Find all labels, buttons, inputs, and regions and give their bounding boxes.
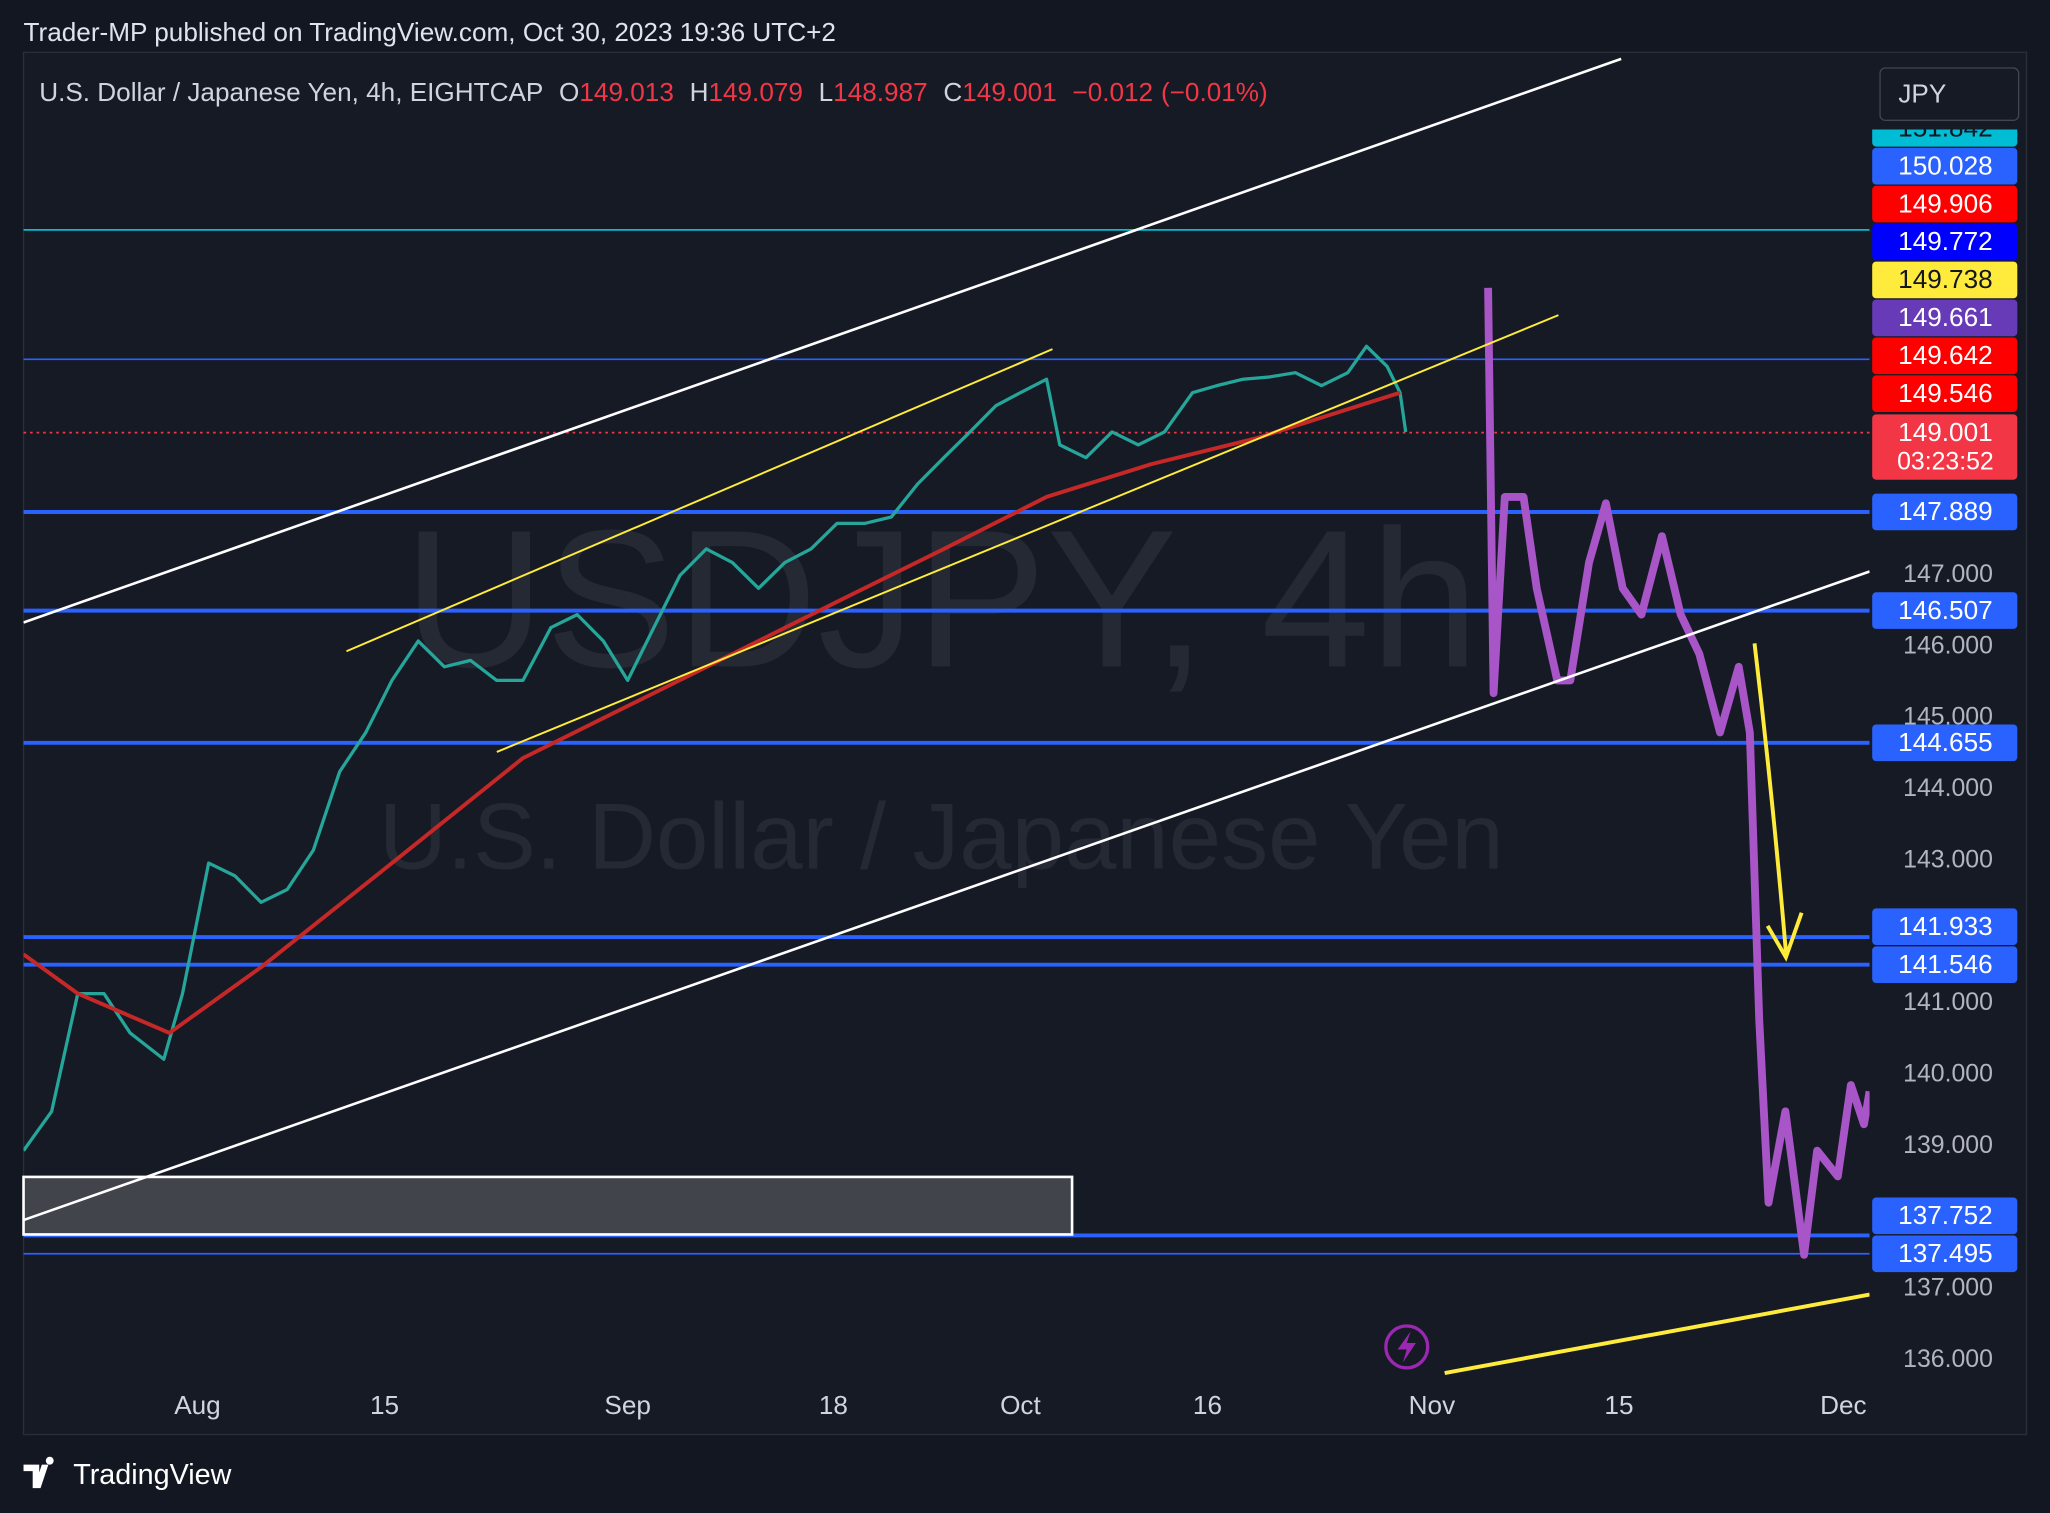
x-tick-label: Dec xyxy=(1820,1390,1866,1420)
legend-symbol: U.S. Dollar / Japanese Yen, 4h, EIGHTCAP xyxy=(39,77,543,107)
rising-channel-lower xyxy=(496,314,1559,753)
x-tick-label: Oct xyxy=(1000,1390,1041,1420)
price-label-box xyxy=(1872,1235,2018,1273)
currency-button[interactable]: JPY xyxy=(1879,67,2020,121)
price-label-box xyxy=(1872,414,2018,480)
price-label-box xyxy=(1872,375,2018,413)
y-tick-label: 137.000 xyxy=(1903,1275,1993,1302)
price-label: 151.842 xyxy=(1898,112,1992,142)
price-axis: 147.000146.000145.000144.000143.000141.0… xyxy=(1872,112,2018,1373)
time-axis: Aug 15 Sep 18 Oct 16 Nov 15 Dec xyxy=(174,1390,1866,1420)
ohlc-value: 148.987 xyxy=(833,77,927,107)
alert-icon[interactable] xyxy=(1384,1324,1430,1370)
price-label-box xyxy=(1872,261,2018,299)
brand-name: TradingView xyxy=(73,1459,231,1491)
price-label: 149.906 xyxy=(1898,188,1992,218)
ohlc-key: L xyxy=(819,77,834,107)
price-label: 141.933 xyxy=(1898,911,1992,941)
price-label-box xyxy=(1872,908,2018,946)
price-label: 146.507 xyxy=(1898,595,1992,625)
x-tick-label: 15 xyxy=(1604,1390,1633,1420)
ohlc-value: 149.013 xyxy=(579,77,673,107)
ohlc-value: 149.079 xyxy=(708,77,802,107)
price-label-box xyxy=(1872,493,2018,531)
x-tick-label: 18 xyxy=(819,1390,848,1420)
price-label: 144.655 xyxy=(1898,727,1992,757)
price-label: 141.546 xyxy=(1898,949,1992,979)
price-line xyxy=(23,390,1401,1035)
legend: U.S. Dollar / Japanese Yen, 4h, EIGHTCAP… xyxy=(39,77,1268,107)
publisher: Trader-MP published on TradingView.com, … xyxy=(24,17,836,47)
price-label-box xyxy=(1872,223,2018,261)
projection-arrow xyxy=(1752,643,1804,962)
ohlc-key: H xyxy=(690,77,709,107)
price-label-box xyxy=(1872,592,2018,629)
y-tick-label: 146.000 xyxy=(1903,632,1993,659)
y-tick-label: 139.000 xyxy=(1903,1132,1993,1159)
watermark-name: U.S. Dollar / Japanese Yen xyxy=(379,783,1504,888)
price-label-box xyxy=(1872,299,2018,337)
price-label: 137.495 xyxy=(1898,1238,1992,1268)
price-label-box xyxy=(1872,147,2018,185)
ohlc-value: 149.001 xyxy=(962,77,1056,107)
drawings xyxy=(23,57,1870,1376)
price-label-box xyxy=(1872,724,2018,762)
alert-bolt xyxy=(1397,1331,1416,1363)
x-tick-label: 15 xyxy=(370,1390,399,1420)
currency[interactable]: JPY xyxy=(1898,78,1946,108)
ohlc-key: C xyxy=(943,77,962,107)
price-label: 149.661 xyxy=(1898,302,1992,332)
y-tick-label: 141.000 xyxy=(1903,989,1993,1016)
price-label-box xyxy=(1872,1197,2018,1235)
x-tick-label: Aug xyxy=(174,1390,221,1420)
price-label: 137.752 xyxy=(1898,1200,1992,1230)
y-tick-label: 140.000 xyxy=(1903,1061,1993,1088)
y-tick-label: 143.000 xyxy=(1903,846,1993,873)
demand-zone xyxy=(22,1175,1074,1236)
currency-box[interactable] xyxy=(1879,67,2020,121)
countdown: 03:23:52 xyxy=(1897,448,1994,475)
channel-upper xyxy=(23,57,1622,624)
price-label: 149.642 xyxy=(1898,340,1992,370)
price-label-box xyxy=(1872,185,2018,223)
watermark-symbol: USDJPY, 4h xyxy=(404,488,1480,708)
price-label: 149.738 xyxy=(1898,264,1992,294)
price-label: 147.889 xyxy=(1898,496,1992,526)
channel-lower xyxy=(23,570,1870,1222)
change-pct: (−0.01%) xyxy=(1161,77,1268,107)
alert-circle[interactable] xyxy=(1384,1324,1430,1370)
y-tick-label: 147.000 xyxy=(1903,561,1993,588)
price-label: 150.028 xyxy=(1898,150,1992,180)
price-line xyxy=(23,344,1408,1152)
brand-logo xyxy=(23,1456,54,1489)
change: −0.012 xyxy=(1072,77,1153,107)
price-label-box xyxy=(1872,129,2018,147)
ohlc-key: O xyxy=(559,77,579,107)
price-label: 149.001 xyxy=(1898,417,1992,447)
price-label-box xyxy=(1872,946,2018,983)
price-label-box xyxy=(1872,337,2018,375)
x-tick-label: 16 xyxy=(1193,1390,1222,1420)
price-label: 149.546 xyxy=(1898,378,1992,408)
brand: TradingView xyxy=(23,1456,232,1491)
rising-channel-upper xyxy=(346,348,1053,653)
price-label: 149.772 xyxy=(1898,226,1992,256)
watermark: USDJPY, 4h U.S. Dollar / Japanese Yen xyxy=(379,488,1504,888)
y-tick-label: 144.000 xyxy=(1903,775,1993,802)
y-tick-label: 136.000 xyxy=(1903,1346,1993,1373)
support-line xyxy=(1444,1292,1870,1376)
x-tick-label: Sep xyxy=(604,1390,651,1420)
x-tick-label: Nov xyxy=(1409,1390,1455,1420)
